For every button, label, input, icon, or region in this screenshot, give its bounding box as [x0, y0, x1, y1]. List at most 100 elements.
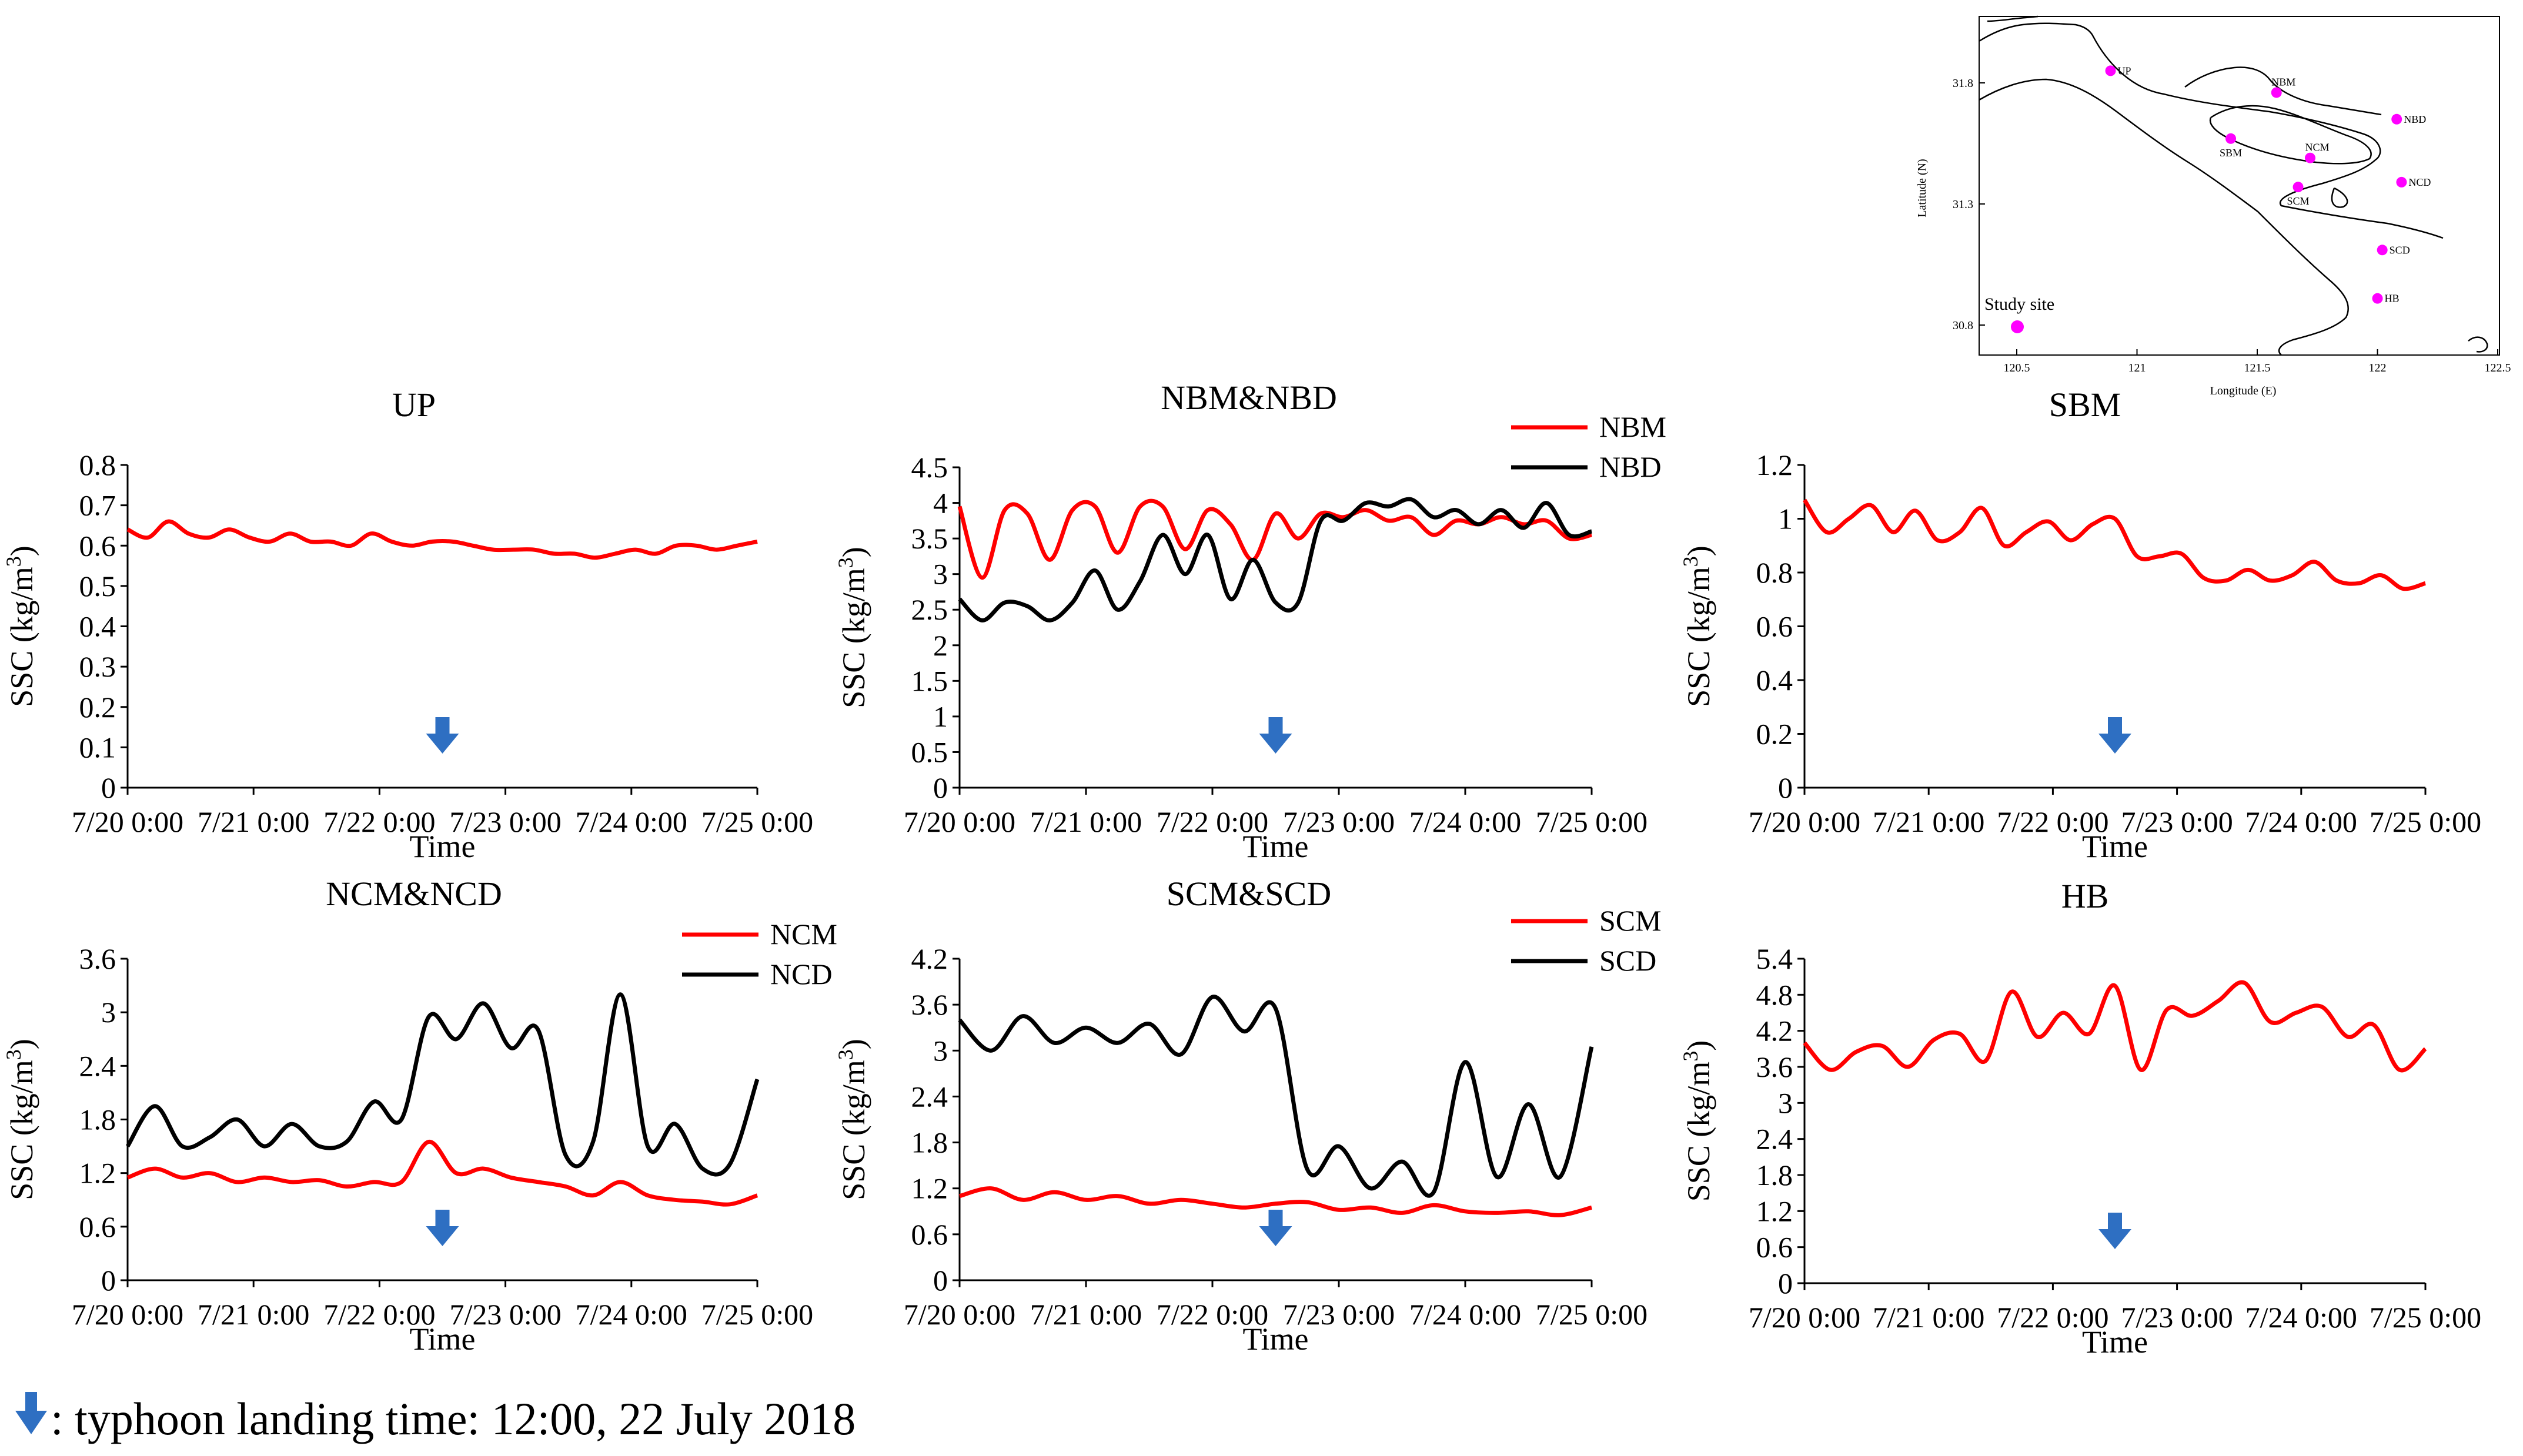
site-marker-nbm — [2271, 87, 2282, 98]
y-tick-label: 3 — [1778, 1086, 1793, 1119]
x-tick-label: 7/25 0:00 — [2370, 805, 2481, 838]
site-marker-ncm — [2304, 152, 2315, 163]
x-tick-label: 7/24 0:00 — [1409, 805, 1521, 838]
x-tick-label: 7/21 0:00 — [1873, 1301, 1984, 1334]
x-tick-label: 7/22 0:00 — [1157, 1298, 1268, 1331]
map-legend-marker — [2011, 320, 2024, 333]
y-tick-label: 3.6 — [79, 942, 116, 975]
y-axis-label: SSC (kg/m3) — [1679, 1040, 1716, 1202]
x-tick-label: 7/24 0:00 — [2245, 1301, 2357, 1334]
map-y-axis-label: Latitude (N) — [1916, 159, 1929, 217]
site-label-ncd: NCD — [2408, 176, 2431, 188]
typhoon-arrow-icon — [1259, 717, 1292, 754]
site-marker-scd — [2377, 245, 2388, 256]
y-tick-label: 3 — [933, 558, 948, 591]
y-tick-label: 0 — [933, 1264, 948, 1297]
typhoon-arrow-icon — [15, 1392, 47, 1434]
chart-title: NBM&NBD — [1161, 379, 1337, 417]
x-tick-label: 7/20 0:00 — [1749, 805, 1860, 838]
x-axis-label: Time — [409, 829, 475, 864]
y-axis-label-exponent: 3 — [2, 1049, 25, 1060]
typhoon-arrow-icon — [1259, 1210, 1292, 1246]
y-tick-label: 0 — [933, 771, 948, 804]
y-tick-label: 4 — [933, 487, 948, 520]
chart-up: UP 0 0.1 0.2 0.3 0.4 0.5 0.6 0.7 0.8 7/20 0:00 7/21… — [2, 386, 813, 864]
y-tick-label: 3.6 — [1756, 1050, 1793, 1083]
y-axis-label: SSC (kg/m3) — [1679, 545, 1716, 707]
chart-title: NCM&NCD — [326, 875, 502, 913]
y-axis-label-exponent: 3 — [1679, 1051, 1702, 1062]
y-tick-label: 4.8 — [1756, 978, 1793, 1011]
y-tick-label: 0.2 — [1756, 718, 1793, 751]
y-tick-label: 3.5 — [911, 522, 948, 555]
x-axis-label: Time — [1242, 829, 1308, 864]
series-line-ncm — [126, 1140, 758, 1207]
x-tick-label: 7/23 0:00 — [449, 1298, 561, 1331]
map-legend-label: Study site — [1984, 294, 2054, 314]
x-axis-label: Time — [2082, 829, 2148, 864]
y-tick-label: 1.8 — [1756, 1159, 1793, 1191]
y-axis-label-exponent: 3 — [2, 556, 25, 567]
y-tick-label: 0.8 — [79, 448, 116, 481]
y-tick-label: 1.2 — [1756, 448, 1793, 481]
y-tick-label: 0.1 — [79, 731, 116, 764]
legend-label-ncd: NCD — [770, 958, 833, 990]
x-axis-label: Time — [409, 1321, 475, 1357]
typhoon-arrow-icon — [2098, 717, 2131, 754]
site-label-nbd: NBD — [2404, 113, 2426, 125]
y-tick-label: 2.4 — [911, 1080, 948, 1113]
x-tick-label: 7/20 0:00 — [72, 1298, 183, 1331]
y-axis-label-exponent: 3 — [834, 1049, 857, 1060]
legend-label-ncm: NCM — [770, 918, 837, 950]
x-tick-label: 7/25 0:00 — [701, 805, 813, 838]
x-tick-label: 7/22 0:00 — [1997, 1301, 2108, 1334]
y-tick-label: 0.4 — [79, 610, 116, 643]
y-tick-label: 1 — [1778, 503, 1793, 535]
y-tick-label: 0.5 — [911, 735, 948, 768]
y-tick-label: 0 — [101, 1264, 116, 1297]
y-tick-label: 0.8 — [1756, 556, 1793, 589]
x-tick-label: 7/23 0:00 — [2121, 805, 2233, 838]
series-line-sbm — [1803, 498, 2427, 591]
y-tick-label: 1.8 — [79, 1103, 116, 1136]
map-frame — [1979, 16, 2500, 356]
site-label-nbm: NBM — [2271, 76, 2295, 88]
site-marker-hb — [2372, 293, 2383, 304]
coastline-1 — [1979, 78, 2349, 356]
map-x-axis-label: Longitude (E) — [2210, 384, 2277, 397]
chart-title: HB — [2061, 877, 2109, 915]
chart-title: SCM&SCD — [1167, 875, 1331, 913]
y-tick-label: 1 — [933, 700, 948, 733]
y-tick-label: 0.4 — [1756, 664, 1793, 697]
x-tick-label: 7/24 0:00 — [576, 805, 687, 838]
site-marker-ncd — [2396, 176, 2407, 188]
y-tick-label: 2.4 — [79, 1049, 116, 1082]
x-tick-label: 7/21 0:00 — [1873, 805, 1984, 838]
x-axis-label: Time — [1242, 1321, 1308, 1357]
site-label-up: UP — [2118, 65, 2131, 76]
x-tick-label: 7/24 0:00 — [576, 1298, 687, 1331]
site-label-sbm: SBM — [2220, 147, 2242, 159]
y-tick-label: 0.6 — [911, 1218, 948, 1251]
series-line-scm — [959, 1186, 1592, 1217]
series-line-scd — [958, 995, 1594, 1198]
y-tick-label: 0 — [1778, 1267, 1793, 1300]
x-tick-label: 7/25 0:00 — [2370, 1301, 2481, 1334]
y-axis-label: SSC (kg/m3) — [834, 1039, 871, 1200]
y-tick-label: 0 — [101, 771, 116, 804]
x-tick-label: 7/25 0:00 — [701, 1298, 813, 1331]
x-tick-label: 7/21 0:00 — [1030, 805, 1142, 838]
x-tick-label: 7/25 0:00 — [1536, 805, 1648, 838]
coastline-3 — [2209, 105, 2372, 165]
footnote: : typhoon landing time: 12:00, 22 July 2… — [15, 1392, 856, 1444]
typhoon-arrow-icon — [2098, 1213, 2131, 1249]
legend-label-scd: SCD — [1599, 944, 1656, 977]
site-label-hb: HB — [2385, 293, 2400, 304]
x-axis-label: Time — [2082, 1324, 2148, 1360]
x-tick-label: 7/22 0:00 — [323, 1298, 435, 1331]
x-tick-label: 7/23 0:00 — [1283, 1298, 1395, 1331]
map-lat-label: 30.8 — [1953, 319, 1973, 332]
chart-title: SBM — [2049, 386, 2121, 424]
x-tick-label: 7/20 0:00 — [904, 1298, 1015, 1331]
